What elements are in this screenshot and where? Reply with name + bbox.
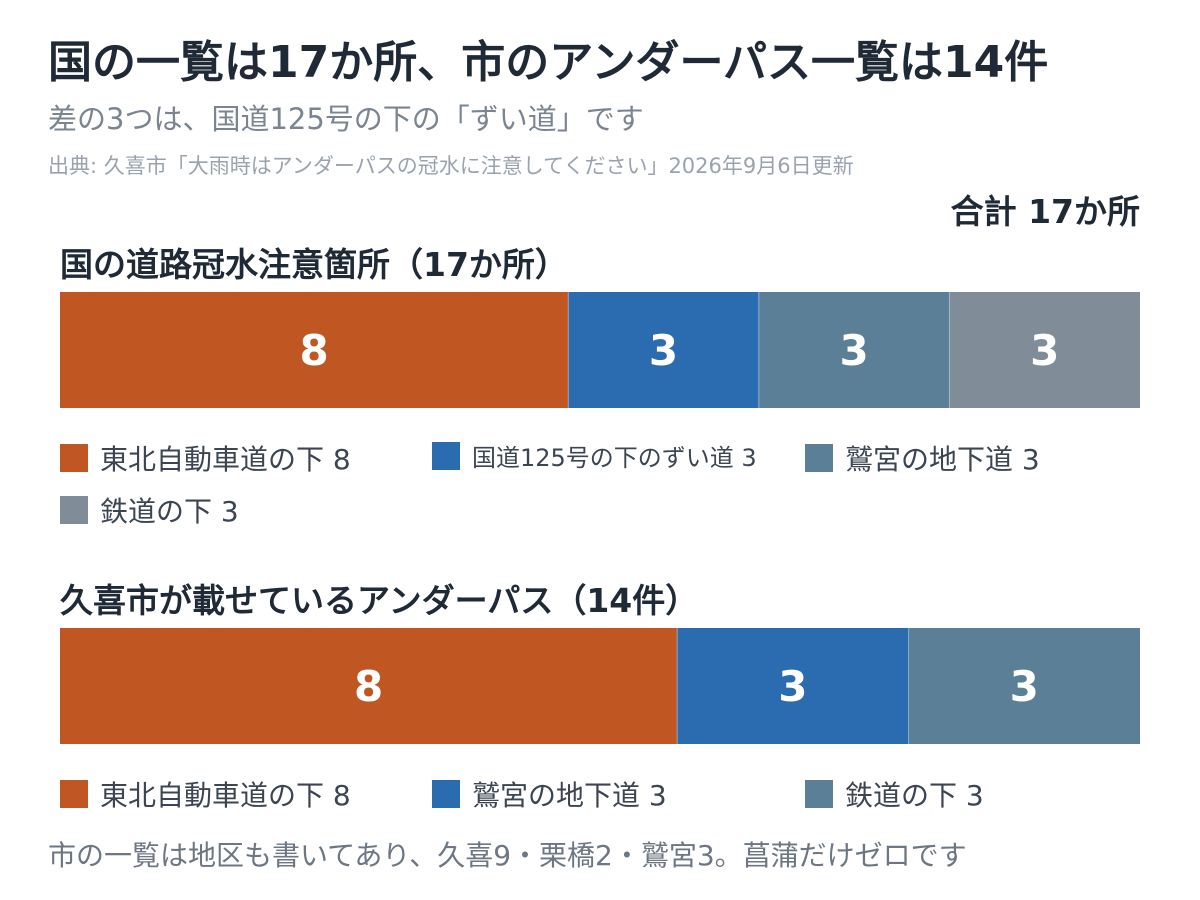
legend-swatch (432, 780, 460, 808)
legend-item: 鷲宮の地下道 3 (805, 438, 1040, 478)
legend-swatch (805, 444, 833, 472)
legend-swatch (60, 444, 88, 472)
bar-value-label: 8 (354, 662, 383, 711)
chart2-stacked-bar: 8 3 3 (60, 628, 1140, 744)
chart1-legend: 東北自動車道の下 8 国道125号の下のずい道 3 鷲宮の地下道 3 鉄道の下 3 (60, 438, 1150, 538)
chart1-stacked-bar: 8 3 3 3 (60, 292, 1140, 408)
bar-segment (568, 292, 759, 408)
bar-segment (908, 628, 1140, 744)
legend-label: 鷲宮の地下道 3 (845, 443, 1040, 476)
legend-swatch (432, 441, 460, 470)
legend-item: 鉄道の下 3 (60, 490, 239, 530)
bar-segment (758, 292, 950, 408)
legend-item: 東北自動車道の下 8 (60, 438, 351, 478)
legend-label: 東北自動車道の下 8 (100, 443, 351, 476)
bar-value-label: 3 (649, 326, 678, 375)
legend-item: 東北自動車道の下 8 (60, 774, 351, 814)
total-label: 合計 17か所 (950, 192, 1140, 231)
legend-label: 東北自動車道の下 8 (100, 779, 351, 812)
chart-title: 国の一覧は17か所、市のアンダーパス一覧は14件 (48, 37, 1049, 88)
footnote: 市の一覧は地区も書いてあり、久喜9・栗橋2・鷲宮3。菖蒲だけゼロです (48, 839, 967, 872)
legend-swatch (805, 780, 833, 808)
legend-label: 鉄道の下 3 (845, 779, 984, 812)
chart-subtitle: 差の3つは、国道125号の下の「ずい道」です (48, 102, 644, 136)
source-note: 出典: 久喜市「大雨時はアンダーパスの冠水に注意してください」2026年9月6日… (48, 154, 854, 178)
bar-value-label: 3 (840, 326, 869, 375)
chart1-title: 国の道路冠水注意箇所（17か所） (60, 245, 568, 284)
bar-value-label: 3 (1010, 662, 1039, 711)
legend-label: 鷲宮の地下道 3 (472, 779, 667, 812)
chart2-title: 久喜市が載せているアンダーパス（14件） (60, 581, 699, 620)
chart2-legend: 東北自動車道の下 8 鷲宮の地下道 3 鉄道の下 3 (60, 774, 1150, 822)
legend-item: 鉄道の下 3 (805, 774, 984, 814)
bar-segment (60, 628, 678, 744)
bar-value-label: 8 (300, 326, 329, 375)
legend-label: 鉄道の下 3 (100, 495, 239, 528)
legend-swatch (60, 780, 88, 808)
bar-value-label: 3 (778, 662, 807, 711)
bar-segment (60, 292, 569, 408)
legend-item: 鷲宮の地下道 3 (432, 774, 667, 814)
legend-swatch (60, 496, 88, 524)
legend-item: 国道125号の下のずい道 3 (432, 438, 757, 473)
bar-segment (949, 292, 1140, 408)
bar-segment (677, 628, 909, 744)
legend-label: 国道125号の下のずい道 3 (472, 444, 757, 472)
bar-value-label: 3 (1030, 326, 1059, 375)
